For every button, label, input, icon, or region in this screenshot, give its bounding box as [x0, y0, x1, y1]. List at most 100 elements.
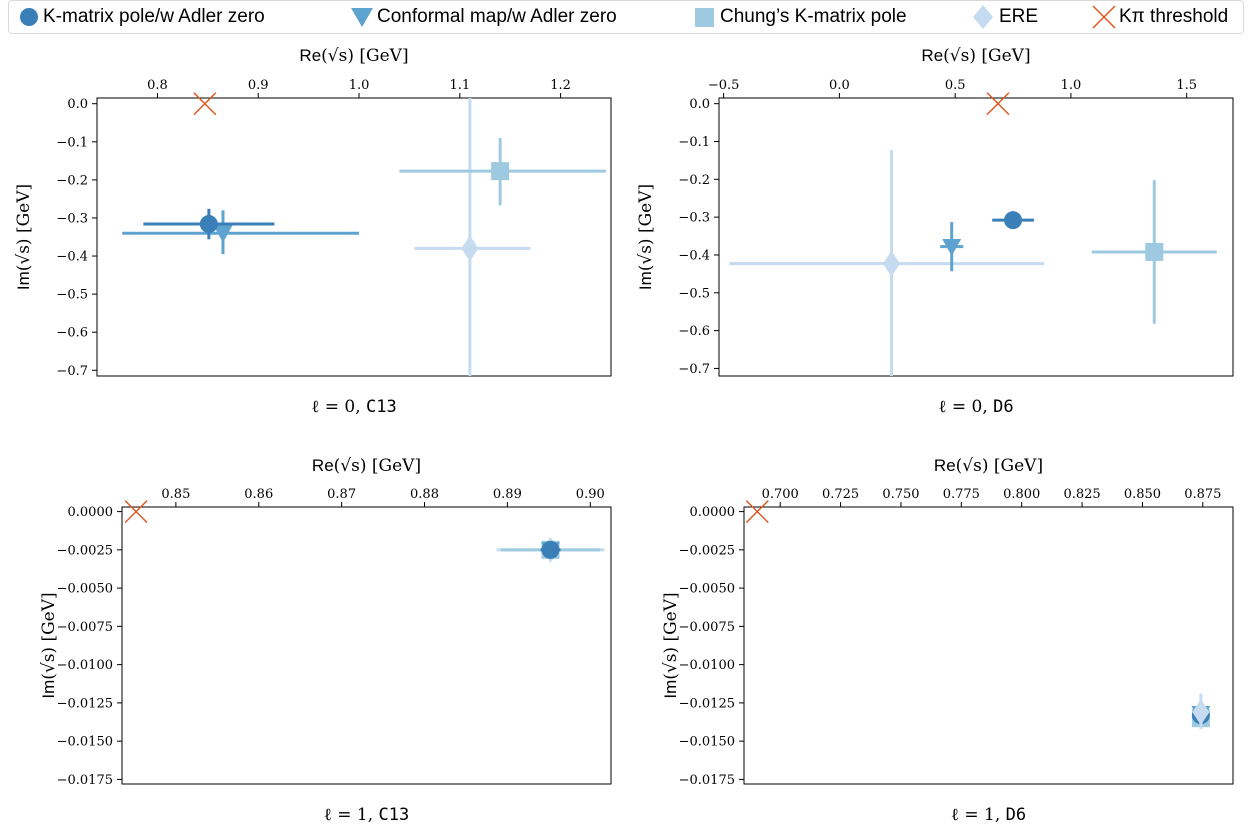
x-axis-label-unit: [GeV]: [359, 46, 408, 66]
caption-ensemble: C13: [379, 805, 410, 825]
y-tick-label: −0.1: [56, 135, 88, 150]
series-square: [1091, 180, 1217, 324]
panel-caption: ℓ = 0, C13: [311, 397, 397, 417]
y-axis-label: Im(√s) [GeV]: [636, 184, 656, 290]
chart-panel: 0.85 0.86 0.87 0.88 0.89 0.90 0.0000 −0.0025 −0.…: [39, 456, 612, 825]
x-axis-label-re: Re: [921, 46, 943, 65]
legend-marker: [973, 5, 993, 29]
legend-item-threshold: Kπ threshold: [1091, 1, 1228, 33]
y-axis-label: Im(√s) [GeV]: [14, 184, 34, 290]
series-triangle-down: [940, 222, 964, 272]
y-tick-label: −0.4: [678, 248, 710, 263]
data-point-circle: [199, 215, 218, 234]
panel-caption: ℓ = 0, D6: [938, 397, 1013, 417]
y-axis-label-unit: [GeV]: [39, 592, 59, 641]
series-circle: [143, 208, 275, 240]
x-tick-label: 0.850: [1124, 487, 1161, 502]
threshold-marker: [986, 92, 1010, 116]
y-axis-label-unit: [GeV]: [14, 184, 34, 233]
y-tick-label: −0.0050: [679, 582, 735, 597]
y-tick-label: −0.0150: [57, 735, 113, 750]
y-tick-label: −0.3: [678, 211, 710, 226]
y-axis-label-arg: (√s): [14, 233, 34, 271]
x-tick-label: 1.0: [349, 78, 370, 93]
y-tick-label: 0.0000: [68, 505, 114, 520]
data-point-circle: [1004, 211, 1023, 230]
data-point-square: [491, 162, 510, 181]
panel-caption: ℓ = 1, C13: [324, 805, 410, 825]
x-axis-label-re: Re: [312, 456, 334, 475]
x-tick-label: 1.0: [1061, 78, 1082, 93]
data-layer: [1191, 693, 1211, 729]
legend-marker: [1092, 5, 1116, 29]
y-tick-label: −0.0125: [57, 696, 113, 711]
y-tick-label: −0.0075: [679, 620, 735, 635]
x-tick-label: 0.86: [244, 487, 273, 502]
y-tick-label: −0.0025: [679, 543, 735, 558]
y-tick-label: −0.6: [56, 326, 88, 341]
x-tick-label: 0.90: [576, 487, 605, 502]
y-tick-label: −0.2: [56, 173, 88, 188]
legend-marker: [20, 8, 38, 26]
caption-ensemble: D6: [1006, 805, 1026, 825]
x-tick-label: 1.2: [550, 78, 571, 93]
y-tick-label: −0.0050: [57, 582, 113, 597]
x-tick-label: 1.5: [1176, 78, 1197, 93]
diamond-marker-icon: [973, 5, 993, 29]
y-tick-label: 0.0: [67, 97, 88, 112]
y-tick-label: 0.0: [689, 97, 710, 112]
caption-l: ℓ = 1,: [951, 805, 1006, 825]
caption-l: ℓ = 0,: [311, 397, 366, 417]
y-tick-label: −0.4: [56, 250, 88, 265]
y-axis-label-unit: [GeV]: [636, 184, 656, 233]
plot-frame: [743, 506, 1234, 785]
y-axis-label-im: Im: [661, 680, 680, 699]
y-tick-label: −0.0100: [679, 658, 735, 673]
y-tick-label: −0.5: [56, 288, 88, 303]
data-point-diamond: [882, 250, 901, 277]
data-point-square: [1145, 242, 1164, 261]
x-axis-label-unit: [GeV]: [994, 456, 1043, 476]
x-axis-label-unit: [GeV]: [981, 46, 1030, 66]
square-marker-icon: [695, 8, 714, 27]
data-point-diamond: [1192, 699, 1210, 726]
y-axis-label: Im(√s) [GeV]: [661, 592, 681, 698]
x-tick-label: 0.5: [945, 78, 966, 93]
x-axis-label-arg: (√s): [321, 46, 359, 66]
x-tick-label: 0.88: [410, 487, 439, 502]
chart-panel: −0.5 0.0 0.5 1.0 1.5 0.0 −0.1 −0.2 −0.3 −0.4 −0.5 −…: [636, 46, 1234, 417]
y-tick-label: −0.2: [678, 173, 710, 188]
legend-marker: [351, 8, 373, 27]
series-triangle-down: [122, 210, 360, 255]
x-axis-label-arg: (√s): [943, 46, 981, 66]
y-axis-label: Im(√s) [GeV]: [39, 592, 59, 698]
plot-frame: [718, 97, 1234, 377]
y-tick-label: −0.7: [56, 364, 88, 379]
legend-label: ERE: [999, 6, 1039, 27]
series-diamond: [1192, 693, 1210, 729]
y-tick-label: −0.1: [678, 135, 710, 150]
data-layer: [496, 536, 605, 563]
legend-label: Kπ threshold: [1119, 6, 1229, 27]
x-tick-label: 0.8: [147, 78, 168, 93]
legend-item-chung: Chung’s K-matrix pole: [692, 1, 907, 33]
y-axis-label-arg: (√s): [39, 642, 59, 680]
panel-caption: ℓ = 1, D6: [951, 805, 1026, 825]
y-tick-label: −0.0075: [57, 620, 113, 635]
x-tick-label: 0.0: [829, 78, 850, 93]
data-point-diamond: [461, 235, 479, 262]
legend-marker: [695, 8, 714, 27]
y-tick-label: −0.5: [678, 286, 710, 301]
x-tick-label: 0.875: [1184, 487, 1221, 502]
chart-panel: 0.700 0.725 0.750 0.775 0.800 0.825 0.850 0.875…: [661, 456, 1234, 825]
chart-panel: 0.8 0.9 1.0 1.1 1.2 0.0 −0.1 −0.2 −0.3 −0.4 −0.5 −0…: [14, 46, 612, 417]
y-tick-label: −0.0025: [57, 543, 113, 558]
y-tick-label: −0.0175: [57, 773, 113, 788]
x-tick-label: 0.9: [248, 78, 269, 93]
legend-item-kmatrix: K-matrix pole/w Adler zero: [17, 1, 265, 33]
y-axis-label-im: Im: [14, 271, 33, 290]
x-marker-icon: [1092, 5, 1116, 29]
x-tick-label: 0.825: [1063, 487, 1100, 502]
y-tick-label: −0.0150: [679, 735, 735, 750]
